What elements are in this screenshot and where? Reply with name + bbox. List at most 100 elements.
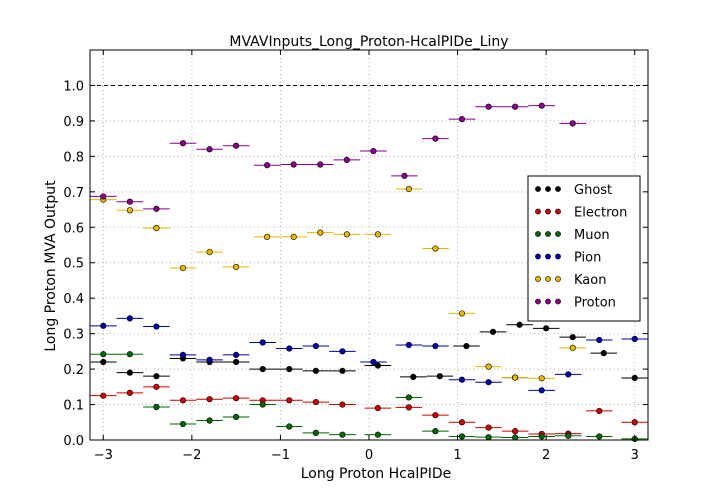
legend-item-ghost: Ghost (535, 183, 612, 198)
data-point (405, 404, 412, 411)
data-point (538, 375, 545, 382)
x-tick-label: 3 (631, 448, 639, 463)
data-point (600, 350, 607, 357)
data-point (485, 434, 492, 441)
data-point (100, 322, 107, 329)
y-tick-label: 0.6 (63, 221, 84, 236)
data-point (569, 120, 576, 127)
data-point (206, 396, 213, 403)
data-point (343, 156, 350, 164)
legend-label: Proton (574, 296, 616, 311)
data-point (432, 412, 439, 419)
data-point (153, 373, 160, 380)
data-point (458, 433, 466, 440)
data-point (286, 365, 293, 373)
series-ghost (90, 321, 648, 382)
data-point (565, 432, 572, 439)
x-tick-label: 1 (453, 448, 461, 463)
legend-marker (545, 298, 551, 305)
legend-item-pion: Pion (535, 251, 601, 266)
data-point (374, 431, 381, 438)
series-electron (90, 383, 648, 438)
data-point (631, 374, 638, 382)
data-point (538, 433, 545, 440)
data-point (339, 348, 346, 355)
data-point (126, 351, 133, 358)
data-point (126, 369, 133, 376)
legend-box (527, 175, 641, 322)
legend-marker (535, 231, 541, 237)
data-point (569, 344, 576, 351)
data-point (596, 407, 603, 415)
legend-label: Electron (574, 206, 627, 221)
legend-item-kaon: Kaon (535, 273, 606, 288)
x-tick-label: 2 (542, 448, 550, 463)
data-point (206, 248, 213, 256)
data-point (432, 342, 439, 350)
data-point (463, 342, 470, 350)
legend-marker (555, 276, 561, 282)
data-point (179, 397, 187, 404)
ticks: −3 −2 −1 0 1 2 3 0.0 0.1 0.2 0.3 0.4 0.5 0.6 0.7 0.8 0.9… (63, 50, 648, 463)
data-point (436, 373, 443, 380)
data-point (370, 147, 377, 155)
y-tick-label: 0.1 (63, 399, 84, 414)
x-tick-label: −3 (94, 448, 113, 463)
data-point (286, 397, 293, 404)
data-point (153, 323, 160, 330)
series-muon (90, 351, 648, 443)
data-point (286, 423, 293, 430)
legend: Ghost Electron Muon Pion Kaon Proton (527, 175, 641, 322)
data-point (264, 233, 271, 240)
data-point (458, 419, 466, 426)
data-point (631, 419, 638, 426)
data-point (126, 198, 133, 205)
data-point (485, 103, 492, 110)
y-tick-label: 0.4 (63, 292, 84, 307)
y-tick-label: 0.2 (63, 363, 84, 378)
y-tick-label: 0.7 (63, 186, 84, 201)
data-point (153, 224, 160, 232)
y-axis-title: Long Proton MVA Output (43, 180, 59, 352)
data-point (596, 336, 603, 344)
x-axis-title: Long Proton HcalPIDe (301, 466, 452, 482)
data-point (339, 401, 346, 408)
legend-marker (535, 298, 541, 305)
data-point (458, 310, 466, 317)
data-point (259, 365, 266, 373)
data-point (405, 185, 412, 193)
legend-label: Muon (574, 228, 610, 243)
legend-marker (555, 186, 561, 192)
data-point (485, 424, 492, 431)
legend-marker (535, 253, 541, 260)
legend-item-electron: Electron (535, 206, 627, 221)
data-point (538, 102, 545, 109)
data-point (179, 264, 187, 272)
series-pion (90, 315, 648, 394)
legend-marker (545, 208, 551, 215)
data-point (317, 161, 324, 168)
y-tick-label: 0.3 (63, 328, 84, 343)
data-point (312, 398, 319, 406)
legend-label: Pion (574, 251, 601, 266)
series-proton (90, 102, 586, 212)
data-point (233, 413, 240, 421)
legend-marker (535, 208, 541, 215)
data-point (290, 233, 297, 240)
data-point (569, 334, 576, 341)
data-point (179, 140, 187, 147)
data-point (126, 207, 133, 214)
data-point (206, 417, 213, 424)
data-point (290, 161, 297, 168)
data-point (596, 433, 603, 440)
legend-item-muon: Muon (535, 228, 610, 243)
y-tick-label: 0.5 (63, 257, 84, 272)
legend-marker (535, 186, 541, 192)
data-point (458, 116, 466, 123)
data-point (374, 362, 381, 369)
data-point (538, 387, 545, 394)
legend-marker (545, 186, 551, 192)
data-point (259, 339, 266, 346)
data-point (126, 389, 133, 396)
data-point (432, 135, 439, 142)
